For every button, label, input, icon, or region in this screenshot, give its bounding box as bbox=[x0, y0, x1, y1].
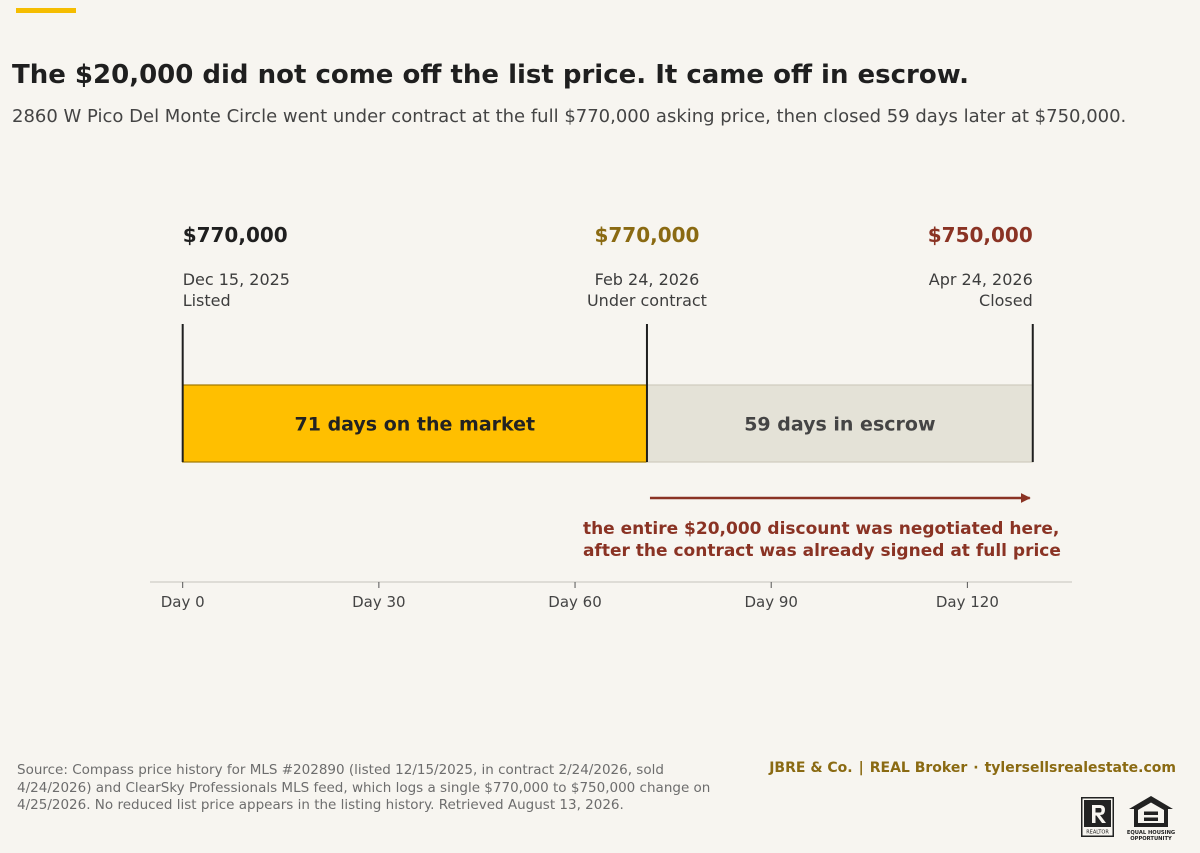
realtor-mark-text: REALTOR bbox=[1086, 830, 1109, 836]
eho-line-2: OPPORTUNITY bbox=[1130, 836, 1172, 842]
page-subtitle: 2860 W Pico Del Monte Circle went under … bbox=[12, 106, 1127, 127]
x-tick-label-4: Day 90 bbox=[744, 593, 797, 611]
annotation-line-2: after the contract was already signed at… bbox=[583, 541, 1061, 561]
realtor-logo-icon: REALTOR bbox=[1081, 797, 1114, 837]
page-title: The $20,000 did not come off the list pr… bbox=[12, 60, 969, 90]
segments-layer: 71 days on the market 59 days in escrow bbox=[182, 384, 1034, 463]
broker-name: REAL Broker bbox=[869, 760, 968, 776]
brand-line: JBRE & Co. | REAL Broker · tylersellsrealest… bbox=[769, 760, 1176, 776]
separator-pipe: | bbox=[858, 760, 864, 776]
milestone-label-1: Listed bbox=[183, 291, 231, 310]
x-tick-label-2: Day 30 bbox=[352, 593, 405, 611]
segment-label-2: 59 days in escrow bbox=[744, 414, 935, 436]
segment-bar-1 bbox=[182, 384, 648, 463]
annotation-layer: the entire $20,000 discount was negotiat… bbox=[583, 493, 1061, 561]
source-note: Source: Compass price history for MLS #2… bbox=[17, 762, 711, 813]
milestone-label-2: Under contract bbox=[587, 291, 707, 310]
x-tick-label-1: Day 0 bbox=[161, 593, 205, 611]
website-link[interactable]: tylersellsrealestate.com bbox=[984, 760, 1176, 776]
milestone-date-2: Feb 24, 2026 bbox=[595, 270, 700, 289]
x-tick-label-5: Day 120 bbox=[936, 593, 999, 611]
x-tick-label-3: Day 60 bbox=[548, 593, 601, 611]
timeline-chart: 71 days on the market 59 days in escrow $… bbox=[150, 223, 1072, 611]
accent-bar bbox=[16, 8, 76, 13]
milestone-price-2: $770,000 bbox=[594, 223, 699, 247]
brand-name: JBRE & Co. bbox=[769, 760, 853, 776]
milestones-layer: $770,000 Dec 15, 2025 Listed $770,000 Feb 24… bbox=[181, 223, 1034, 462]
milestone-label-3: Closed bbox=[979, 291, 1033, 310]
x-axis: Day 0 Day 30 Day 60 Day 90 Day 120 bbox=[150, 581, 1072, 611]
equal-housing-icon: EQUAL HOUSING OPPORTUNITY bbox=[1127, 796, 1175, 842]
milestone-date-1: Dec 15, 2025 bbox=[183, 270, 290, 289]
milestone-price-1: $770,000 bbox=[183, 223, 288, 247]
segment-label-1: 71 days on the market bbox=[295, 414, 536, 436]
separator-dot: · bbox=[973, 760, 979, 776]
milestone-price-3: $750,000 bbox=[928, 223, 1033, 247]
annotation-line-1: the entire $20,000 discount was negotiat… bbox=[583, 519, 1059, 539]
eho-line-1: EQUAL HOUSING bbox=[1127, 830, 1175, 836]
milestone-date-3: Apr 24, 2026 bbox=[929, 270, 1033, 289]
